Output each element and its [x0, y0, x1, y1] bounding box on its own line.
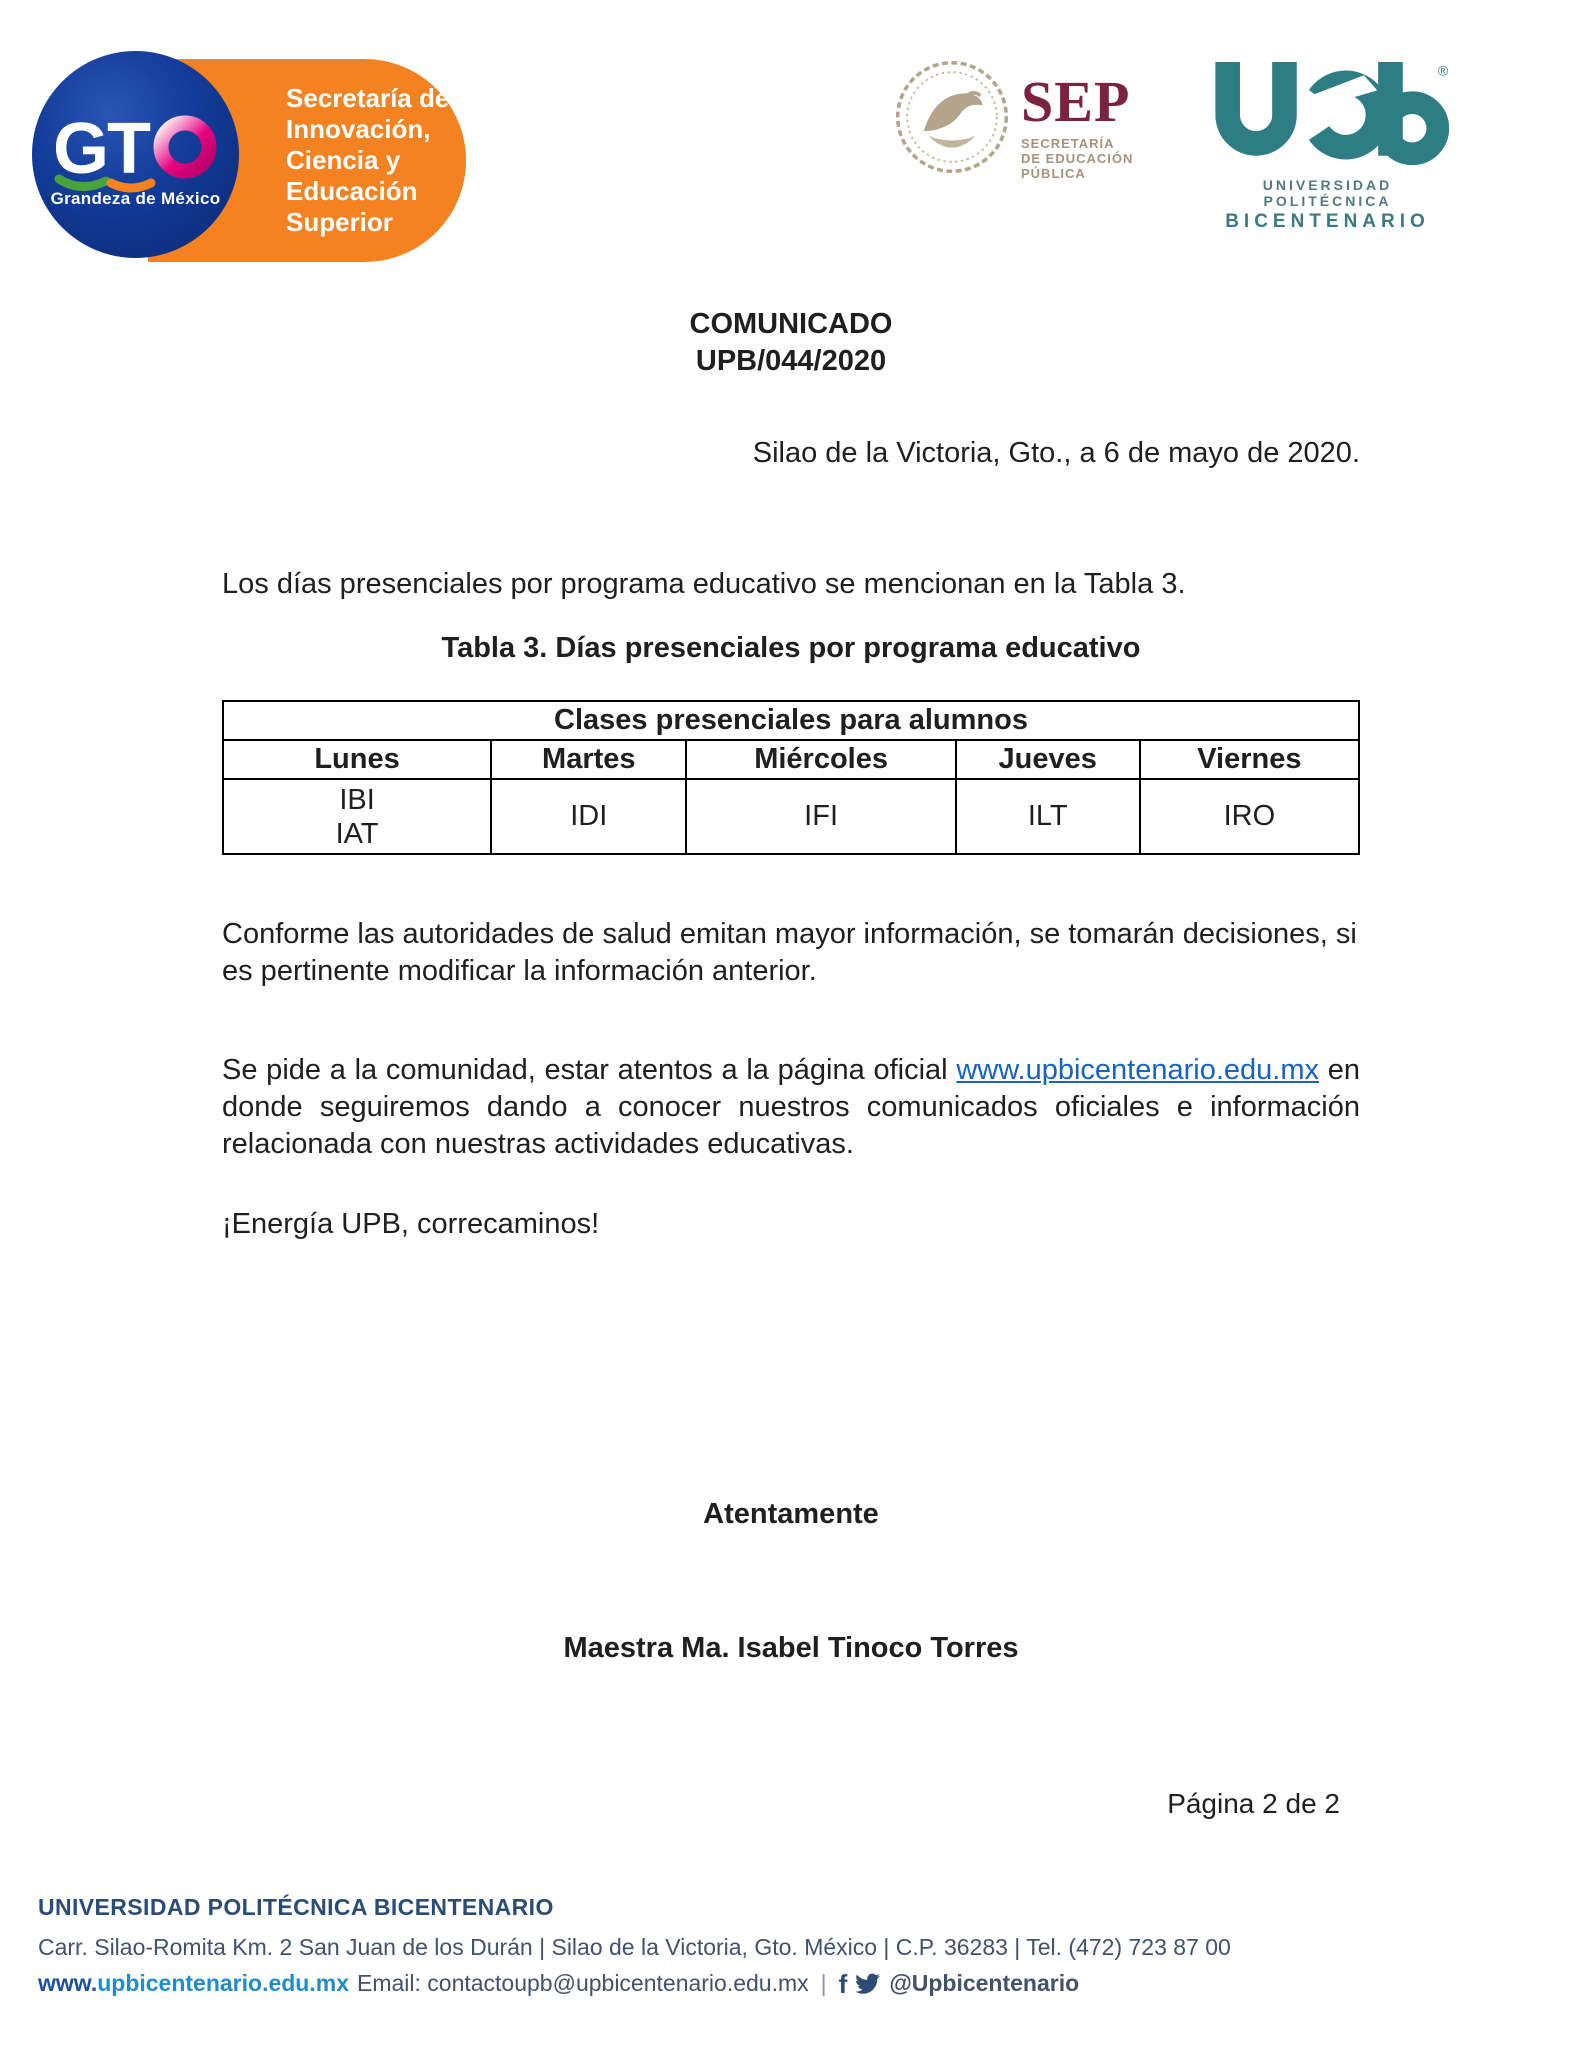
dateline: Silao de la Victoria, Gto., a 6 de mayo … — [752, 437, 1360, 469]
cell-martes-programs: IDI — [490, 778, 688, 855]
cell-miercoles-programs: IFI — [685, 778, 957, 855]
footer-website-link[interactable]: www.upbicentenario.edu.mx — [38, 1970, 349, 1997]
gto-monogram-icon: G T — [53, 109, 216, 192]
gto-logo: Secretaría de Innovación, Ciencia y Educ… — [30, 45, 466, 265]
column-header-lunes: Lunes — [221, 739, 493, 780]
footer: UNIVERSIDAD POLITÉCNICA BICENTENARIO Car… — [38, 1894, 1548, 1997]
footer-website-rest: upbicentenario.edu.mx — [97, 1970, 349, 1996]
title-line-comunicado: COMUNICADO — [689, 308, 893, 340]
paragraph-official-page: Se pide a la comunidad, estar atentos a … — [222, 1052, 1360, 1163]
cell-lunes-programs: IBI IAT — [221, 778, 493, 855]
paragraph-official-page-before: Se pide a la comunidad, estar atentos a … — [222, 1054, 957, 1086]
column-header-viernes: Viernes — [1138, 739, 1361, 780]
upb-logo: ® UNIVERSIDAD POLITÉCNICA BICENTENARIO — [1200, 62, 1455, 233]
registered-mark: ® — [1437, 63, 1448, 79]
table-caption: Tabla 3. Días presenciales por programa … — [441, 632, 1141, 664]
facebook-icon[interactable]: f — [838, 1968, 848, 1999]
roadrunner-icon — [1299, 75, 1377, 119]
twitter-icon[interactable] — [855, 1973, 881, 1995]
svg-text:T: T — [107, 109, 151, 189]
footer-email[interactable]: Email: contactoupb@upbicentenario.edu.mx — [356, 1970, 809, 1996]
footer-university-name: UNIVERSIDAD POLITÉCNICA BICENTENARIO — [38, 1894, 554, 1920]
footer-address: Carr. Silao-Romita Km. 2 San Juan de los… — [38, 1934, 1231, 1960]
column-header-martes: Martes — [490, 739, 688, 780]
document-title: COMUNICADO UPB/044/2020 — [222, 306, 1360, 380]
table-title: Clases presenciales para alumnos — [222, 700, 1360, 741]
upb-line2: BICENTENARIO — [1225, 211, 1430, 232]
closing-atentamente: Atentamente — [703, 1498, 879, 1530]
column-header-jueves: Jueves — [954, 739, 1141, 780]
cell-jueves-programs: ILT — [954, 778, 1141, 855]
column-header-miercoles: Miércoles — [685, 739, 957, 780]
slogan: ¡Energía UPB, correcaminos! — [222, 1208, 600, 1240]
paragraph-official-page-after: en donde seguiremos dando a conocer nues… — [222, 1054, 1360, 1160]
footer-social-handle[interactable]: @Upbicentenario — [889, 1970, 1080, 1996]
paragraph-health-authorities: Conforme las autoridades de salud emitan… — [222, 918, 1357, 987]
gto-circle-emblem: G T Grandeza de México — [32, 51, 239, 258]
upb-monogram-icon: ® — [1214, 62, 1449, 166]
cell-viernes-programs: IRO — [1138, 778, 1361, 855]
gto-tagline: Grandeza de México — [50, 188, 221, 208]
svg-text:G: G — [53, 109, 109, 189]
footer-separator: | — [820, 1970, 827, 1996]
mexican-coat-of-arms-icon — [895, 60, 1009, 174]
sep-wordmark: SEP — [1021, 69, 1131, 134]
sep-caption: SECRETARÍA DE EDUCACIÓN PÚBLICA — [1021, 136, 1134, 181]
footer-website-prefix: www. — [38, 1970, 98, 1996]
title-line-folio: UPB/044/2020 — [695, 345, 887, 377]
table-row: IBI IAT IDI IFI ILT IRO — [221, 778, 1361, 855]
sep-logo: SEP SECRETARÍA DE EDUCACIÓN PÚBLICA — [893, 58, 1133, 181]
upb-line1: UNIVERSIDAD POLITÉCNICA — [1262, 177, 1393, 209]
official-website-link[interactable]: www.upbicentenario.edu.mx — [956, 1054, 1320, 1086]
signatory-name: Maestra Ma. Isabel Tinoco Torres — [563, 1632, 1019, 1664]
footer-contact-line: www.upbicentenario.edu.mx Email: contact… — [38, 1970, 1548, 1997]
paragraph-intro: Los días presenciales por programa educa… — [222, 568, 1186, 600]
gto-secretaria-label: Secretaría de Innovación, Ciencia y Educ… — [286, 83, 450, 237]
schedule-table: Clases presenciales para alumnos Lunes M… — [221, 700, 1361, 855]
page-number: Página 2 de 2 — [1167, 1788, 1340, 1819]
